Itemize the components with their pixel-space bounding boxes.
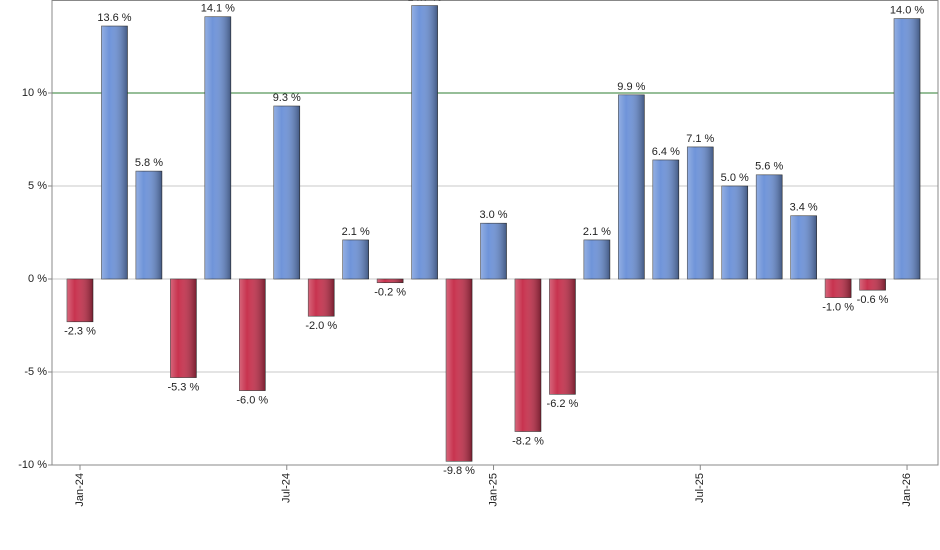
bar-shade — [549, 279, 576, 395]
bar-shade — [894, 18, 921, 279]
bar-shade — [101, 26, 128, 280]
value-label: 7.1 % — [686, 133, 714, 145]
value-label: 5.0 % — [721, 172, 749, 184]
value-label: 14.1 % — [201, 3, 235, 15]
bar-shade — [308, 279, 335, 317]
value-label: -0.2 % — [374, 287, 406, 299]
bar-shade — [687, 146, 714, 279]
value-label: 2.1 % — [342, 226, 370, 238]
value-label: 3.0 % — [479, 209, 507, 221]
value-label: -1.0 % — [822, 302, 854, 314]
y-tick-label: 5 % — [28, 180, 47, 192]
value-label: 9.3 % — [273, 92, 301, 104]
bar-shade — [239, 279, 266, 391]
bar-shade — [652, 159, 679, 279]
x-tick-label: Jul-24 — [281, 473, 293, 503]
bar-shade — [618, 94, 645, 279]
value-label: -8.2 % — [512, 435, 544, 447]
y-tick-label: -5 % — [24, 366, 47, 378]
bar-shade — [514, 279, 541, 432]
value-label: 9.9 % — [617, 81, 645, 93]
x-tick-label: Jan-25 — [487, 473, 499, 507]
y-tick-label: -10 % — [18, 459, 47, 471]
bar-shade — [825, 279, 852, 298]
bar-shade — [67, 279, 93, 322]
value-label: 6.4 % — [652, 146, 680, 158]
y-tick-label: 0 % — [28, 273, 47, 285]
bar-shade — [756, 174, 783, 279]
bar-shade — [859, 279, 886, 291]
bar-shade — [480, 223, 507, 279]
bar-shade — [583, 239, 610, 279]
bar-shade — [790, 215, 817, 279]
value-label: -6.0 % — [236, 395, 268, 407]
value-label: -2.0 % — [305, 320, 337, 332]
value-label: -5.3 % — [167, 381, 199, 393]
value-label: 5.6 % — [755, 161, 783, 173]
bar-shade — [170, 279, 197, 378]
x-tick-label: Jan-24 — [74, 473, 86, 507]
plot-border — [51, 0, 939, 466]
bar-shade — [446, 279, 473, 462]
bar-shade — [342, 239, 369, 279]
bar-shade — [721, 186, 748, 279]
value-label: 14.7 % — [407, 0, 441, 3]
value-label: -2.3 % — [64, 326, 96, 338]
y-tick-label: 10 % — [22, 87, 47, 99]
value-label: 2.1 % — [583, 226, 611, 238]
bar-shade — [273, 106, 300, 280]
bar-shade — [377, 279, 404, 283]
x-tick-label: Jul-25 — [694, 473, 706, 503]
value-label: 5.8 % — [135, 157, 163, 169]
value-label: -6.2 % — [547, 398, 579, 410]
value-label: -9.8 % — [443, 465, 475, 477]
bar-shade — [135, 171, 162, 279]
bar-shade — [204, 16, 231, 280]
value-label: 13.6 % — [97, 12, 131, 24]
value-label: 3.4 % — [790, 202, 818, 214]
value-label: 14.0 % — [890, 5, 924, 17]
bar-shade — [411, 5, 438, 280]
value-label: -0.6 % — [857, 294, 889, 306]
x-tick-label: Jan-26 — [901, 473, 913, 507]
